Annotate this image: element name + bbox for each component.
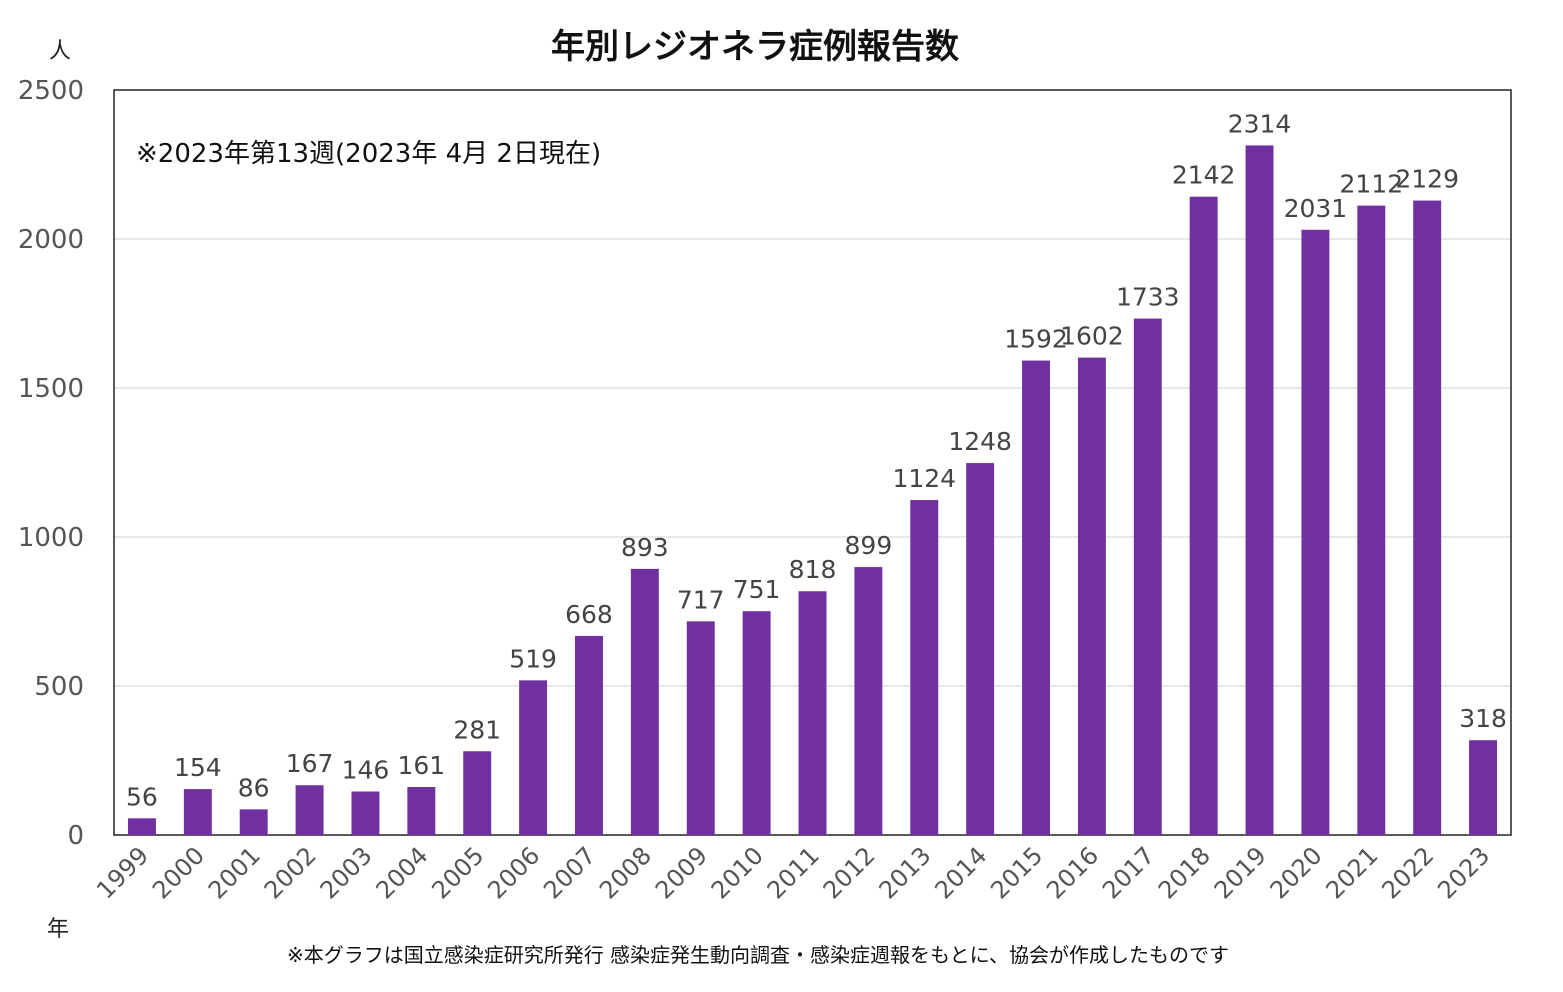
data-label-2015: 1592	[1004, 325, 1068, 354]
data-label-2018: 2142	[1172, 161, 1236, 190]
bar-1999	[127, 818, 156, 835]
x-tick-label-2004: 2004	[371, 841, 434, 904]
bars	[127, 145, 1498, 836]
x-tick-label-2012: 2012	[818, 841, 881, 904]
bar-2014	[966, 463, 995, 835]
bar-2013	[910, 500, 939, 835]
x-tick-label-2018: 2018	[1153, 841, 1216, 904]
x-tick-label-2020: 2020	[1265, 841, 1328, 904]
bar-2005	[463, 751, 492, 835]
data-label-2005: 281	[453, 715, 501, 744]
data-label-2021: 2112	[1339, 170, 1403, 199]
bar-2022	[1413, 200, 1442, 836]
y-axis-unit: 人	[49, 39, 71, 64]
data-label-2016: 1602	[1060, 322, 1124, 351]
bar-2021	[1357, 205, 1386, 835]
data-label-2006: 519	[509, 644, 557, 673]
y-tick-label: 0	[67, 821, 84, 851]
bar-2023	[1469, 740, 1498, 835]
bar-2020	[1301, 229, 1330, 836]
data-label-2007: 668	[565, 600, 613, 629]
data-label-2008: 893	[621, 533, 669, 562]
x-axis-unit: 年	[47, 917, 69, 942]
x-tick-label-2009: 2009	[650, 841, 713, 904]
x-tick-label-2003: 2003	[315, 841, 378, 904]
bar-2001	[239, 809, 268, 835]
chart-title: 年別レジオネラ症例報告数	[551, 27, 959, 67]
bar-2003	[351, 791, 380, 835]
bar-2011	[798, 591, 827, 835]
data-label-2002: 167	[286, 749, 334, 778]
bar-2007	[575, 635, 603, 835]
data-label-2001: 86	[238, 773, 270, 802]
bar-2017	[1133, 318, 1162, 835]
data-label-2000: 154	[174, 753, 222, 782]
x-tick-label-2002: 2002	[259, 841, 322, 904]
x-tick-label-2001: 2001	[203, 841, 266, 904]
x-tick-label-2019: 2019	[1209, 841, 1272, 904]
chart-annotation: ※2023年第13週(2023年 4月 2日現在)	[136, 139, 601, 169]
x-tick-label-2000: 2000	[147, 841, 210, 904]
y-tick-label: 1500	[18, 374, 84, 404]
data-label-2014: 1248	[948, 427, 1012, 456]
data-label-2009: 717	[677, 585, 725, 614]
x-tick-label-2006: 2006	[482, 841, 545, 904]
y-tick-label: 500	[34, 672, 84, 702]
x-tick-label-2011: 2011	[762, 841, 825, 904]
x-tick-label-1999: 1999	[91, 841, 154, 904]
bar-2009	[686, 621, 715, 835]
y-tick-label: 2500	[18, 76, 84, 106]
bar-2000	[183, 789, 212, 835]
bar-2008	[630, 568, 659, 835]
bar-2004	[407, 787, 436, 835]
x-tick-label-2017: 2017	[1097, 841, 1160, 904]
x-axis-ticks: 1999200020012002200320042005200620072008…	[91, 841, 1495, 904]
bar-2018	[1189, 196, 1218, 835]
data-label-2017: 1733	[1116, 283, 1180, 312]
x-tick-label-2007: 2007	[538, 841, 601, 904]
data-label-2004: 161	[397, 751, 445, 780]
bar-2002	[295, 785, 324, 835]
data-labels: 56 154 86 167 146 161 281 519 668 893 717 751 818 899…	[126, 109, 1507, 811]
x-tick-label-2022: 2022	[1376, 841, 1439, 904]
data-label-2013: 1124	[892, 464, 956, 493]
bar-2016	[1077, 357, 1106, 835]
data-label-2020: 2031	[1284, 194, 1348, 223]
data-label-2012: 899	[845, 531, 893, 560]
source-note: ※本グラフは国立感染症研究所発行 感染症発生動向調査・感染症週報をもとに、協会が…	[287, 943, 1229, 967]
x-tick-label-2005: 2005	[426, 841, 489, 904]
data-label-2010: 751	[733, 575, 781, 604]
data-label-2023: 318	[1459, 704, 1507, 733]
y-axis-ticks: 0 500 1000 1500 2000 2500	[18, 76, 84, 851]
x-tick-label-2013: 2013	[874, 841, 937, 904]
data-label-1999: 56	[126, 782, 158, 811]
y-tick-label: 2000	[18, 225, 84, 255]
bar-2012	[854, 567, 883, 835]
y-tick-label: 1000	[18, 523, 84, 553]
bar-2006	[519, 680, 548, 835]
bar-2010	[742, 611, 771, 835]
bar-2015	[1022, 360, 1050, 835]
data-label-2011: 818	[789, 555, 837, 584]
x-tick-label-2023: 2023	[1432, 841, 1495, 904]
x-tick-label-2010: 2010	[706, 841, 769, 904]
bar-2019	[1245, 145, 1274, 836]
data-label-2003: 146	[342, 755, 390, 784]
x-tick-label-2008: 2008	[594, 841, 657, 904]
x-tick-label-2015: 2015	[985, 841, 1048, 904]
x-tick-label-2016: 2016	[1041, 841, 1104, 904]
data-label-2019: 2314	[1228, 109, 1292, 138]
x-tick-label-2014: 2014	[929, 841, 992, 904]
x-tick-label-2021: 2021	[1321, 841, 1384, 904]
data-label-2022: 2129	[1395, 165, 1459, 194]
